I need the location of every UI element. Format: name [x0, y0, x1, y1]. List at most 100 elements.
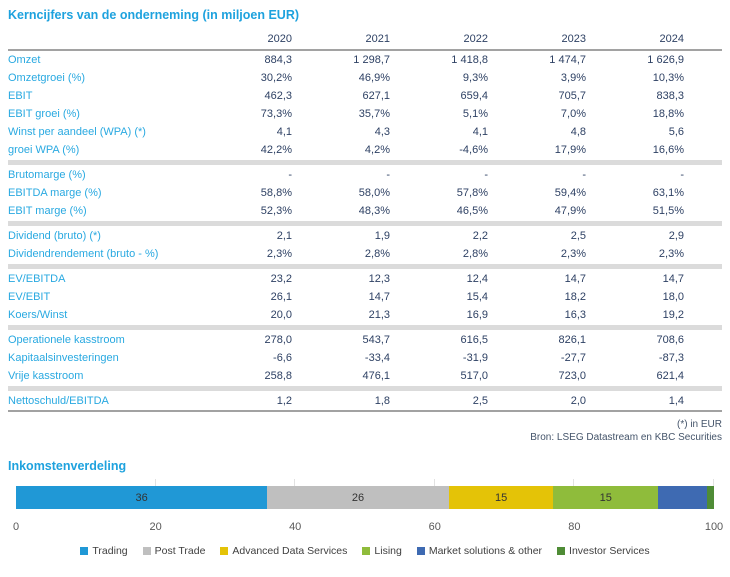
bar-segment: 15 — [448, 486, 554, 509]
legend-swatch — [557, 547, 566, 555]
cell-value: -33,4 — [364, 351, 390, 364]
row-label: Nettoschuld/EBITDA — [8, 394, 109, 407]
cell-value: 52,3% — [260, 204, 292, 217]
year-header: 2022 — [463, 33, 488, 45]
table-row: Dividendrendement (bruto - %) 2,3% 2,8% 2,8… — [8, 245, 722, 263]
table-row: EBIT groei (%) 73,3% 35,7% 5,1% 7,0% 18,8% — [8, 105, 722, 123]
cell-value: 1 298,7 — [353, 53, 390, 66]
chart-legend: Trading Post Trade Advanced Data Services L… — [8, 545, 722, 557]
cell-value: -31,9 — [462, 351, 488, 364]
cell-value: 1,8 — [374, 394, 390, 407]
legend-swatch — [220, 547, 229, 555]
x-axis: 0 20 40 60 80 100 — [13, 521, 723, 534]
cell-value: 627,1 — [362, 89, 390, 102]
table-row: Koers/Winst 20,0 21,3 16,9 16,3 19,2 — [8, 306, 722, 324]
legend-label: Investor Services — [569, 545, 650, 557]
cell-value: 12,4 — [466, 272, 488, 285]
table-row: groei WPA (%) 42,2% 4,2% -4,6% 17,9% 16,6% — [8, 141, 722, 159]
cell-value: 659,4 — [460, 89, 488, 102]
table-row: Omzetgroei (%) 30,2% 46,9% 9,3% 3,9% 10,3% — [8, 69, 722, 87]
group-separator — [8, 264, 722, 269]
table-source: Bron: LSEG Datastream en KBC Securities — [530, 432, 722, 443]
table-row: Dividend (bruto) (*) 2,1 1,9 2,2 2,5 2,9 — [8, 227, 722, 245]
bar-segment: 15 — [553, 486, 659, 509]
cell-value: 18,2 — [564, 290, 586, 303]
cell-value: 2,3% — [560, 247, 586, 260]
cell-value: 2,8% — [364, 247, 390, 260]
legend-item: Market solutions & other — [416, 545, 542, 557]
cell-value: 4,8 — [570, 125, 586, 138]
group-separator — [8, 386, 722, 391]
cell-value: 14,7 — [564, 272, 586, 285]
cell-value: 16,3 — [564, 308, 586, 321]
cell-value: -6,6 — [273, 351, 292, 364]
group-separator — [8, 160, 722, 165]
cell-value: 616,5 — [460, 333, 488, 346]
cell-value: 63,1% — [652, 186, 684, 199]
cell-value: - — [288, 168, 292, 181]
cell-value: 5,6 — [668, 125, 684, 138]
header-rule — [8, 49, 722, 51]
table-header-row: 2020 2021 2022 2023 2024 — [8, 33, 722, 49]
table-row: Brutomarge (%) - - - - - — [8, 166, 722, 184]
cell-value: 14,7 — [368, 290, 390, 303]
cell-value: 1,9 — [374, 229, 390, 242]
table-bottom-rule — [8, 410, 722, 412]
cell-value: 73,3% — [260, 107, 292, 120]
cell-value: 2,3% — [266, 247, 292, 260]
cell-value: 46,9% — [358, 71, 390, 84]
row-label: Vrije kasstroom — [8, 369, 84, 382]
cell-value: 2,1 — [276, 229, 292, 242]
group-separator — [8, 221, 722, 226]
cell-value: 278,0 — [264, 333, 292, 346]
legend-swatch — [142, 547, 151, 555]
year-header: 2023 — [561, 33, 586, 45]
legend-swatch — [362, 547, 371, 555]
stacked-bar: 36 26 15 15 — [16, 486, 714, 509]
table-row: EBITDA marge (%) 58,8% 58,0% 57,8% 59,4% 63,1… — [8, 184, 722, 202]
cell-value: 3,9% — [560, 71, 586, 84]
cell-value: 2,8% — [462, 247, 488, 260]
cell-value: -4,6% — [459, 143, 488, 156]
row-label: Dividend (bruto) (*) — [8, 229, 101, 242]
x-tick-label: 100 — [704, 521, 724, 533]
cell-value: 1 418,8 — [451, 53, 488, 66]
row-label: Operationele kasstroom — [8, 333, 125, 346]
cell-value: 58,0% — [358, 186, 390, 199]
cell-value: 826,1 — [558, 333, 586, 346]
cell-value: 16,6% — [652, 143, 684, 156]
table-row: Vrije kasstroom 258,8 476,1 517,0 723,0 621,4 — [8, 367, 722, 385]
table-row: EV/EBIT 26,1 14,7 15,4 18,2 18,0 — [8, 288, 722, 306]
cell-value: -87,3 — [658, 351, 684, 364]
cell-value: 4,1 — [472, 125, 488, 138]
cell-value: 708,6 — [656, 333, 684, 346]
cell-value: 57,8% — [456, 186, 488, 199]
cell-value: 12,3 — [368, 272, 390, 285]
cell-value: 723,0 — [558, 369, 586, 382]
cell-value: 23,2 — [270, 272, 292, 285]
x-tick-label: 40 — [289, 521, 302, 533]
legend-label: Post Trade — [154, 545, 206, 557]
cell-value: 2,5 — [570, 229, 586, 242]
table-row: Kapitaalsinvesteringen -6,6 -33,4 -31,9 -27,… — [8, 349, 722, 367]
year-header: 2020 — [267, 33, 292, 45]
cell-value: 42,2% — [260, 143, 292, 156]
cell-value: 17,9% — [554, 143, 586, 156]
year-header: 2021 — [365, 33, 390, 45]
row-label: Koers/Winst — [8, 308, 68, 321]
cell-value: 4,1 — [276, 125, 292, 138]
legend-label: Lising — [374, 545, 402, 557]
cell-value: 10,3% — [652, 71, 684, 84]
cell-value: 2,0 — [570, 394, 586, 407]
row-label: EV/EBITDA — [8, 272, 66, 285]
bar-segment: 26 — [267, 486, 449, 509]
year-header: 2024 — [659, 33, 684, 45]
report-page: Kerncijfers van de onderneming (in miljo… — [8, 8, 723, 557]
legend-label: Trading — [92, 545, 128, 557]
cell-value: 48,3% — [358, 204, 390, 217]
cell-value: 1,4 — [668, 394, 684, 407]
row-label: Dividendrendement (bruto - %) — [8, 247, 159, 260]
row-label: EBIT — [8, 89, 33, 102]
row-label: EV/EBIT — [8, 290, 51, 303]
cell-value: 543,7 — [362, 333, 390, 346]
